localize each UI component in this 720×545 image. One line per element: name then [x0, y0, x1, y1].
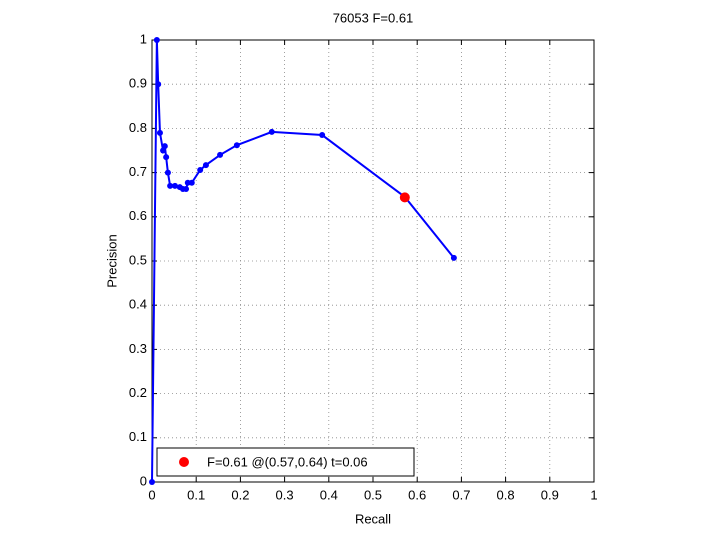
- x-tick-label: 0.7: [452, 487, 470, 502]
- y-tick-label: 0.9: [129, 76, 147, 91]
- legend-label: F=0.61 @(0.57,0.64) t=0.06: [207, 454, 368, 469]
- data-point: [268, 128, 275, 135]
- chart-title: 76053 F=0.61: [333, 10, 414, 25]
- data-point: [217, 151, 224, 158]
- data-point: [319, 132, 326, 139]
- y-tick-label: 0.1: [129, 429, 147, 444]
- y-tick-label: 0.7: [129, 164, 147, 179]
- y-tick-label: 0.6: [129, 208, 147, 223]
- data-point: [188, 179, 195, 186]
- y-tick-label: 0.2: [129, 385, 147, 400]
- data-point: [163, 154, 170, 161]
- y-tick-label: 1: [140, 31, 147, 46]
- data-point: [156, 129, 163, 136]
- y-tick-label: 0.8: [129, 120, 147, 135]
- data-point: [197, 166, 204, 173]
- data-point: [233, 142, 240, 149]
- x-tick-label: 0.3: [276, 487, 294, 502]
- data-point: [171, 182, 178, 189]
- plot-frame: [151, 39, 595, 483]
- legend-box: [156, 447, 415, 477]
- x-tick-label: 0.5: [364, 487, 382, 502]
- data-point: [149, 479, 155, 485]
- y-tick-label: 0.3: [129, 341, 147, 356]
- data-point: [161, 143, 168, 150]
- x-tick-label: 0: [148, 487, 155, 502]
- data-point: [155, 81, 162, 88]
- y-axis-label: Precision: [104, 234, 119, 287]
- x-tick-label: 0.4: [320, 487, 338, 502]
- x-tick-label: 0.1: [187, 487, 205, 502]
- data-point: [202, 162, 209, 169]
- data-point: [183, 185, 190, 192]
- data-point: [167, 182, 174, 189]
- x-tick-label: 0.2: [231, 487, 249, 502]
- x-tick-label: 0.8: [497, 487, 515, 502]
- y-tick-label: 0.4: [129, 297, 147, 312]
- data-point: [450, 254, 457, 261]
- x-tick-label: 1: [590, 487, 597, 502]
- x-axis-label: Recall: [355, 511, 391, 526]
- y-tick-label: 0: [140, 473, 147, 488]
- data-point: [164, 169, 171, 176]
- data-point: [399, 192, 410, 203]
- x-tick-label: 0.9: [541, 487, 559, 502]
- y-tick-label: 0.5: [129, 252, 147, 267]
- x-tick-label: 0.6: [408, 487, 426, 502]
- data-point: [153, 37, 160, 43]
- legend-marker: [179, 457, 189, 467]
